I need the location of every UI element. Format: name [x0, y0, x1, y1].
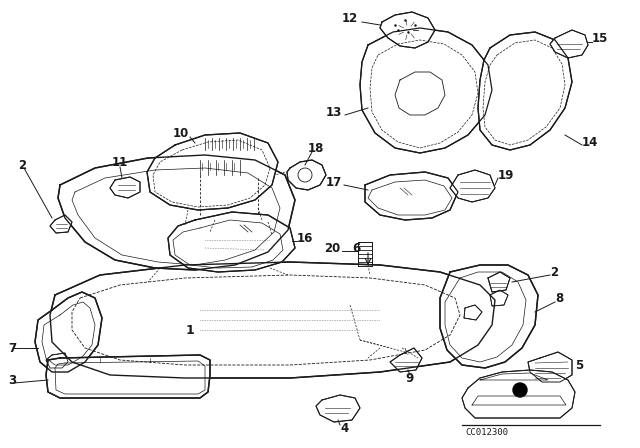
Polygon shape: [490, 290, 508, 306]
Text: 4: 4: [340, 422, 348, 435]
Text: 2: 2: [550, 266, 558, 279]
Text: 20: 20: [324, 241, 340, 254]
Polygon shape: [450, 170, 495, 202]
Text: 1: 1: [186, 323, 195, 336]
Text: 15: 15: [592, 31, 609, 44]
Text: 8: 8: [555, 292, 563, 305]
Polygon shape: [316, 395, 360, 422]
Text: 16: 16: [297, 232, 314, 245]
Polygon shape: [464, 305, 482, 320]
Polygon shape: [50, 215, 72, 233]
Text: CC012300: CC012300: [465, 428, 508, 437]
Polygon shape: [390, 348, 422, 372]
Text: 9: 9: [406, 371, 414, 384]
Text: 12: 12: [342, 12, 358, 25]
Text: 18: 18: [308, 142, 324, 155]
Polygon shape: [287, 160, 326, 190]
Polygon shape: [462, 370, 575, 418]
Polygon shape: [147, 133, 278, 210]
Polygon shape: [58, 155, 295, 270]
Polygon shape: [50, 262, 495, 378]
Polygon shape: [478, 32, 572, 150]
Text: 6: 6: [352, 241, 360, 254]
Polygon shape: [46, 355, 210, 398]
Text: 5: 5: [575, 358, 583, 371]
Text: 11: 11: [112, 155, 128, 168]
Circle shape: [513, 383, 527, 397]
Polygon shape: [168, 212, 295, 272]
Text: 3: 3: [8, 374, 16, 387]
Polygon shape: [488, 272, 510, 292]
Text: 10: 10: [173, 126, 189, 139]
Polygon shape: [550, 30, 588, 58]
Text: 14: 14: [582, 135, 598, 148]
Polygon shape: [440, 265, 538, 368]
Polygon shape: [380, 12, 435, 48]
Text: 2: 2: [18, 159, 26, 172]
Polygon shape: [528, 352, 572, 382]
Text: 17: 17: [326, 176, 342, 189]
Text: 7: 7: [8, 341, 16, 354]
Polygon shape: [46, 353, 68, 368]
Polygon shape: [360, 28, 492, 153]
Polygon shape: [110, 177, 140, 198]
Text: 19: 19: [498, 168, 515, 181]
Text: 13: 13: [326, 105, 342, 119]
Polygon shape: [365, 172, 458, 220]
Polygon shape: [35, 292, 102, 372]
